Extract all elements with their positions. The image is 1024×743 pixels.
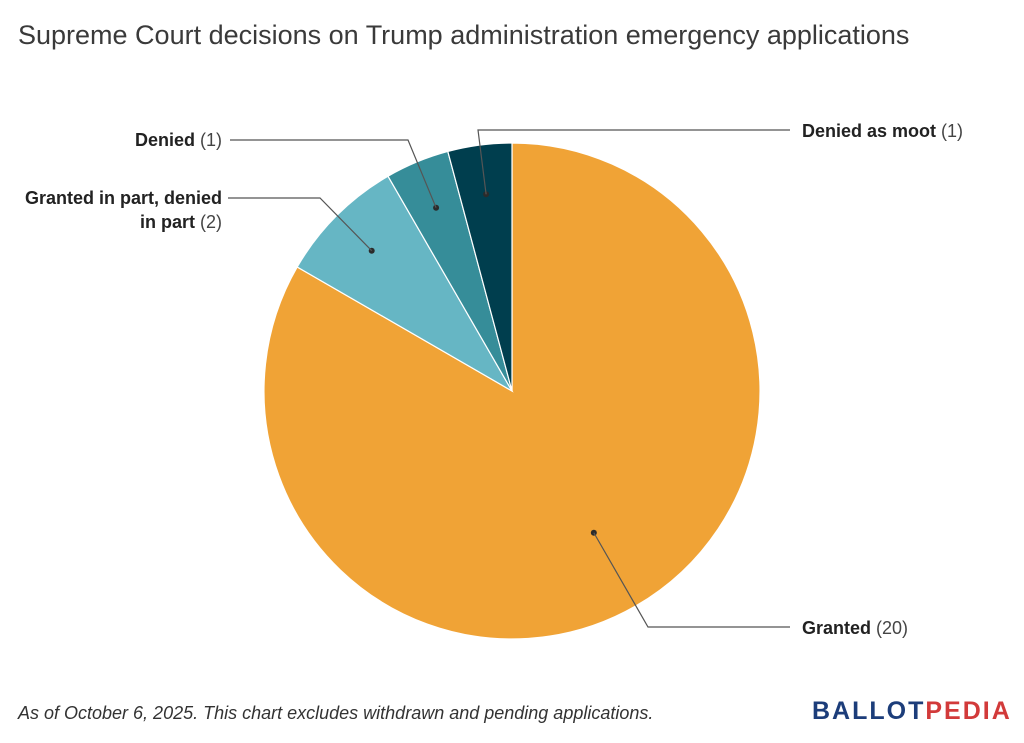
leader-line-denied [230,139,437,208]
slice-label-denied: Denied (1) [135,130,222,150]
leader-line-granted-in-part-denied-in-part [228,197,373,252]
ballotpedia-logo: BALLOTPEDIA [812,697,1012,726]
slice-label-denied-as-moot: Denied as moot (1) [802,121,963,141]
logo-part-ballot: BALLOT [812,697,926,725]
logo-part-pedia: PEDIA [925,697,1012,725]
chart-title: Supreme Court decisions on Trump adminis… [18,20,910,50]
leader-line-granted [593,532,790,628]
slice-label-granted: Granted (20) [802,618,908,638]
leader-line-denied-as-moot [477,129,790,195]
slice-label-granted-in-part-denied-in-part: Granted in part, denied in part (2) [25,188,222,232]
footnote: As of October 6, 2025. This chart exclud… [18,703,654,723]
